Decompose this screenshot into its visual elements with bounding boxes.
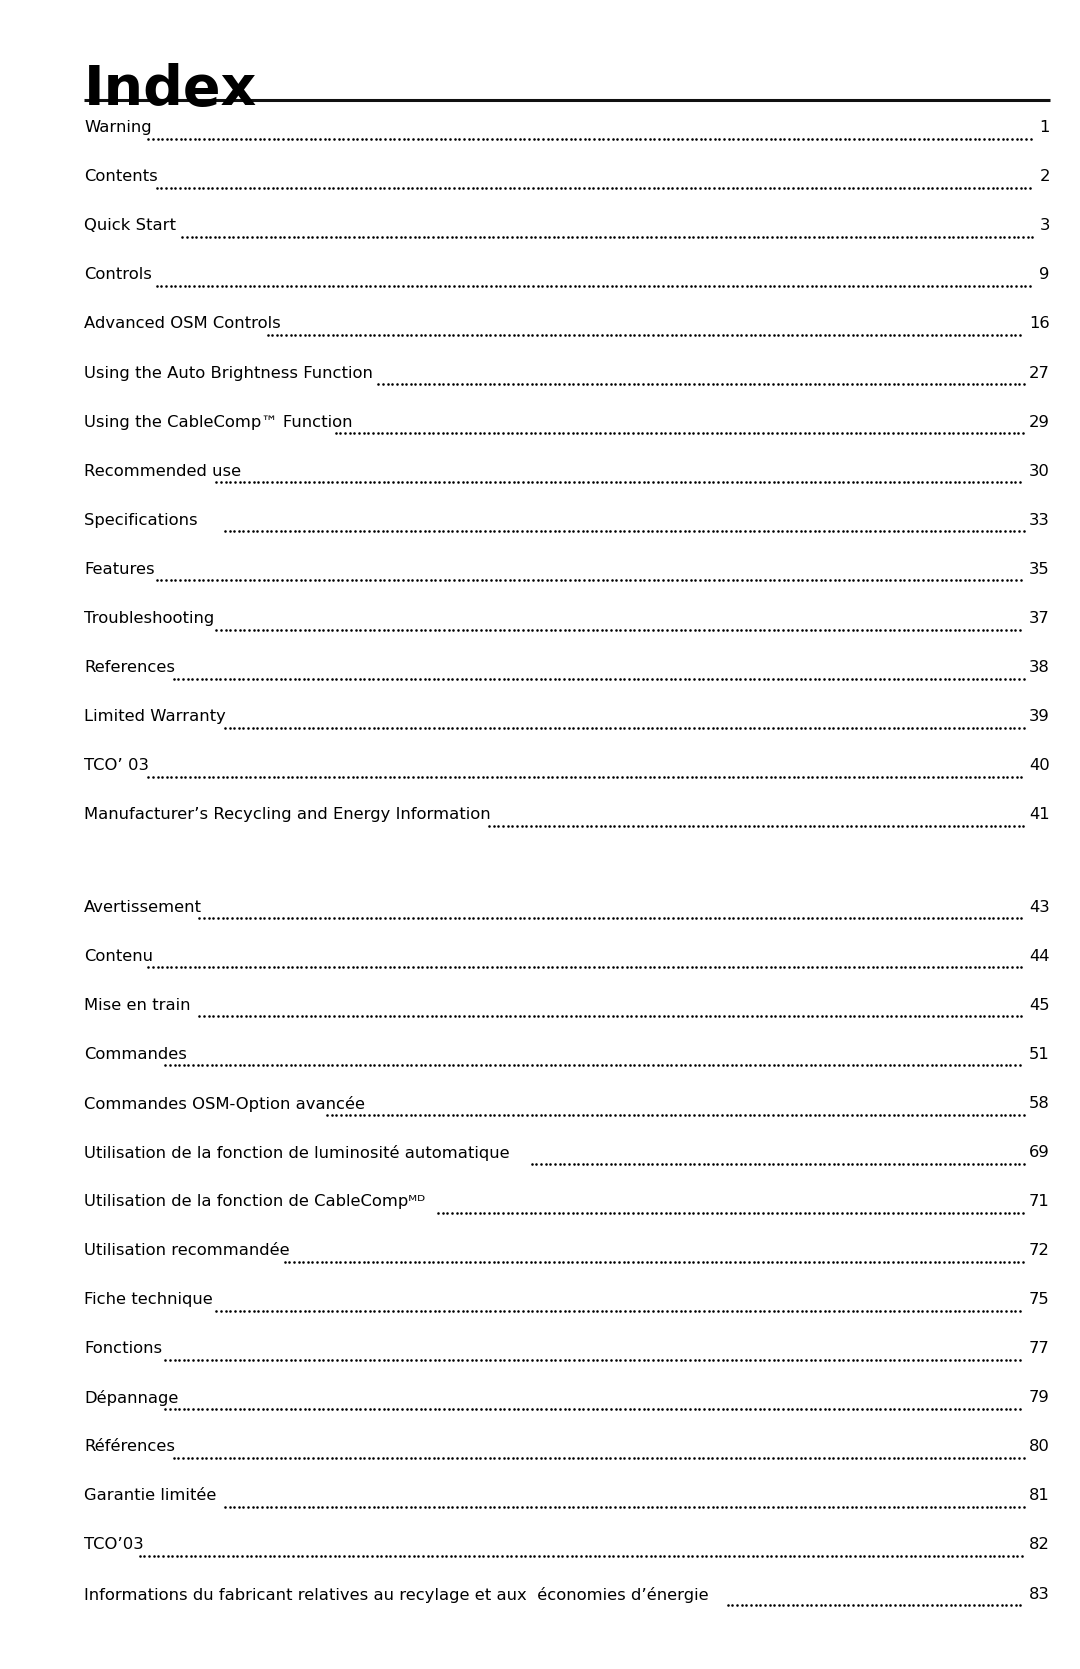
Text: Utilisation recommandée: Utilisation recommandée bbox=[84, 1243, 289, 1258]
Text: Recommended use: Recommended use bbox=[84, 464, 241, 479]
Text: TCO’ 03: TCO’ 03 bbox=[84, 758, 149, 773]
Text: Dépannage: Dépannage bbox=[84, 1390, 178, 1407]
Text: Advanced OSM Controls: Advanced OSM Controls bbox=[84, 317, 281, 332]
Text: 38: 38 bbox=[1029, 659, 1050, 674]
Text: 37: 37 bbox=[1029, 611, 1050, 626]
Text: Commandes OSM-Option avancée: Commandes OSM-Option avancée bbox=[84, 1097, 365, 1112]
Text: Informations du fabricant relatives au recylage et aux  économies d’énergie: Informations du fabricant relatives au r… bbox=[84, 1587, 708, 1602]
Text: 43: 43 bbox=[1029, 900, 1050, 915]
Text: Quick Start: Quick Start bbox=[84, 219, 176, 234]
Text: 82: 82 bbox=[1029, 1537, 1050, 1552]
Text: 58: 58 bbox=[1029, 1097, 1050, 1112]
Text: Utilisation de la fonction de luminosité automatique: Utilisation de la fonction de luminosité… bbox=[84, 1145, 510, 1162]
Text: 1: 1 bbox=[1039, 120, 1050, 135]
Text: 80: 80 bbox=[1029, 1439, 1050, 1454]
Text: Contents: Contents bbox=[84, 169, 158, 184]
Text: 29: 29 bbox=[1029, 414, 1050, 429]
Text: 16: 16 bbox=[1029, 317, 1050, 332]
Text: 40: 40 bbox=[1029, 758, 1050, 773]
Text: 45: 45 bbox=[1029, 998, 1050, 1013]
Text: References: References bbox=[84, 659, 175, 674]
Text: 30: 30 bbox=[1029, 464, 1050, 479]
Text: Références: Références bbox=[84, 1439, 175, 1454]
Text: Index: Index bbox=[84, 63, 257, 117]
Text: Garantie limitée: Garantie limitée bbox=[84, 1489, 217, 1504]
Text: 51: 51 bbox=[1029, 1046, 1050, 1061]
Text: TCO’03: TCO’03 bbox=[84, 1537, 144, 1552]
Text: Avertissement: Avertissement bbox=[84, 900, 202, 915]
Text: Features: Features bbox=[84, 562, 154, 577]
Text: 81: 81 bbox=[1029, 1489, 1050, 1504]
Text: Using the Auto Brightness Function: Using the Auto Brightness Function bbox=[84, 366, 373, 381]
Text: 75: 75 bbox=[1029, 1292, 1050, 1307]
Text: Using the CableComp™ Function: Using the CableComp™ Function bbox=[84, 414, 353, 429]
Text: Manufacturer’s Recycling and Energy Information: Manufacturer’s Recycling and Energy Info… bbox=[84, 808, 491, 823]
Text: Fonctions: Fonctions bbox=[84, 1342, 162, 1357]
Text: Warning: Warning bbox=[84, 120, 152, 135]
Text: 33: 33 bbox=[1029, 512, 1050, 527]
Text: Fiche technique: Fiche technique bbox=[84, 1292, 213, 1307]
Text: Mise en train: Mise en train bbox=[84, 998, 191, 1013]
Text: 9: 9 bbox=[1039, 267, 1050, 282]
Text: 2: 2 bbox=[1039, 169, 1050, 184]
Text: 79: 79 bbox=[1029, 1390, 1050, 1405]
Text: 35: 35 bbox=[1029, 562, 1050, 577]
Text: Commandes: Commandes bbox=[84, 1046, 187, 1061]
Text: 44: 44 bbox=[1029, 948, 1050, 963]
Text: Troubleshooting: Troubleshooting bbox=[84, 611, 215, 626]
Text: 41: 41 bbox=[1029, 808, 1050, 823]
Text: 39: 39 bbox=[1029, 709, 1050, 724]
Text: Utilisation de la fonction de CableCompᴹᴰ: Utilisation de la fonction de CableCompᴹ… bbox=[84, 1193, 426, 1208]
Text: 27: 27 bbox=[1029, 366, 1050, 381]
Text: 69: 69 bbox=[1029, 1145, 1050, 1160]
Text: 3: 3 bbox=[1039, 219, 1050, 234]
Text: Limited Warranty: Limited Warranty bbox=[84, 709, 226, 724]
Text: Specifications: Specifications bbox=[84, 512, 208, 527]
Text: 71: 71 bbox=[1029, 1193, 1050, 1208]
Text: Controls: Controls bbox=[84, 267, 152, 282]
Text: 77: 77 bbox=[1029, 1342, 1050, 1357]
Text: 83: 83 bbox=[1029, 1587, 1050, 1602]
Text: Contenu: Contenu bbox=[84, 948, 153, 963]
Text: 72: 72 bbox=[1029, 1243, 1050, 1258]
